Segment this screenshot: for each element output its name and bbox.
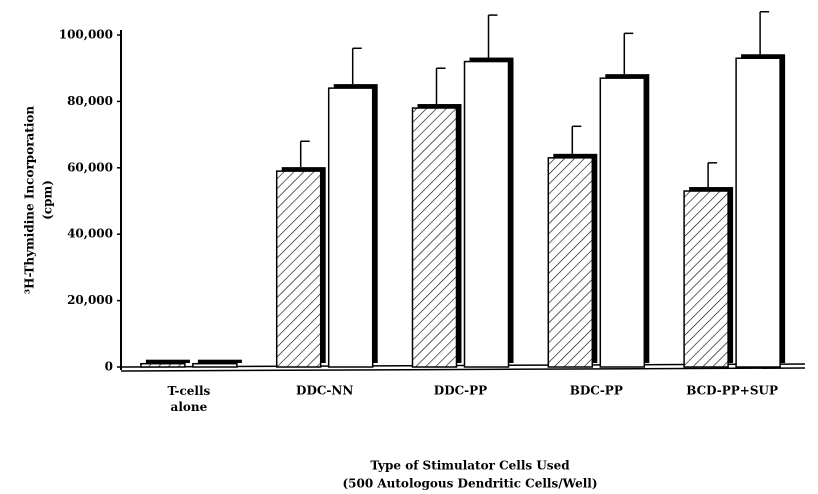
x-axis-label: (500 Autologous Dendritic Cells/Well)	[342, 477, 597, 491]
y-tick-label: 0	[105, 360, 113, 374]
error-bar	[571, 125, 582, 154]
x-tick-label: DDC-PP	[434, 384, 487, 398]
x-tick-label-line: T-cells	[168, 384, 211, 398]
bar	[327, 87, 374, 368]
y-tick-label: 20,000	[67, 293, 113, 307]
y-tick-label: 80,000	[67, 94, 113, 108]
error-bar	[623, 32, 634, 75]
y-tick-label: 60,000	[67, 160, 113, 174]
x-tick-label: BCD-PP+SUP	[686, 384, 778, 398]
x-tick-label: BDC-PP	[570, 384, 623, 398]
bar	[735, 57, 781, 368]
y-axis-label: (cpm)	[41, 180, 55, 220]
bar-shadow	[197, 359, 242, 363]
error-bar	[487, 14, 498, 58]
bar	[599, 77, 646, 368]
error-bar	[299, 140, 310, 168]
x-tick-label: T-cells alone	[168, 384, 211, 414]
bar	[192, 362, 238, 368]
error-bar	[707, 162, 718, 188]
y-tick-label: 100,000	[59, 28, 113, 42]
bar	[140, 362, 186, 368]
y-tick-label: 40,000	[67, 227, 113, 241]
x-tick-label: DDC-NN	[296, 384, 353, 398]
bar	[463, 60, 510, 368]
error-bar	[435, 67, 446, 105]
bar-shadow	[145, 359, 190, 363]
bar	[683, 190, 729, 368]
bar	[547, 157, 594, 368]
error-bar	[759, 11, 770, 55]
x-axis-label: Type of Stimulator Cells Used	[370, 459, 570, 473]
y-axis-label: ³H-Thymidine Incorporation	[23, 106, 37, 295]
x-axis	[120, 367, 806, 372]
bar	[411, 107, 458, 368]
error-bar	[351, 47, 362, 85]
x-tick-label-line: alone	[171, 400, 208, 414]
bar	[275, 170, 322, 368]
